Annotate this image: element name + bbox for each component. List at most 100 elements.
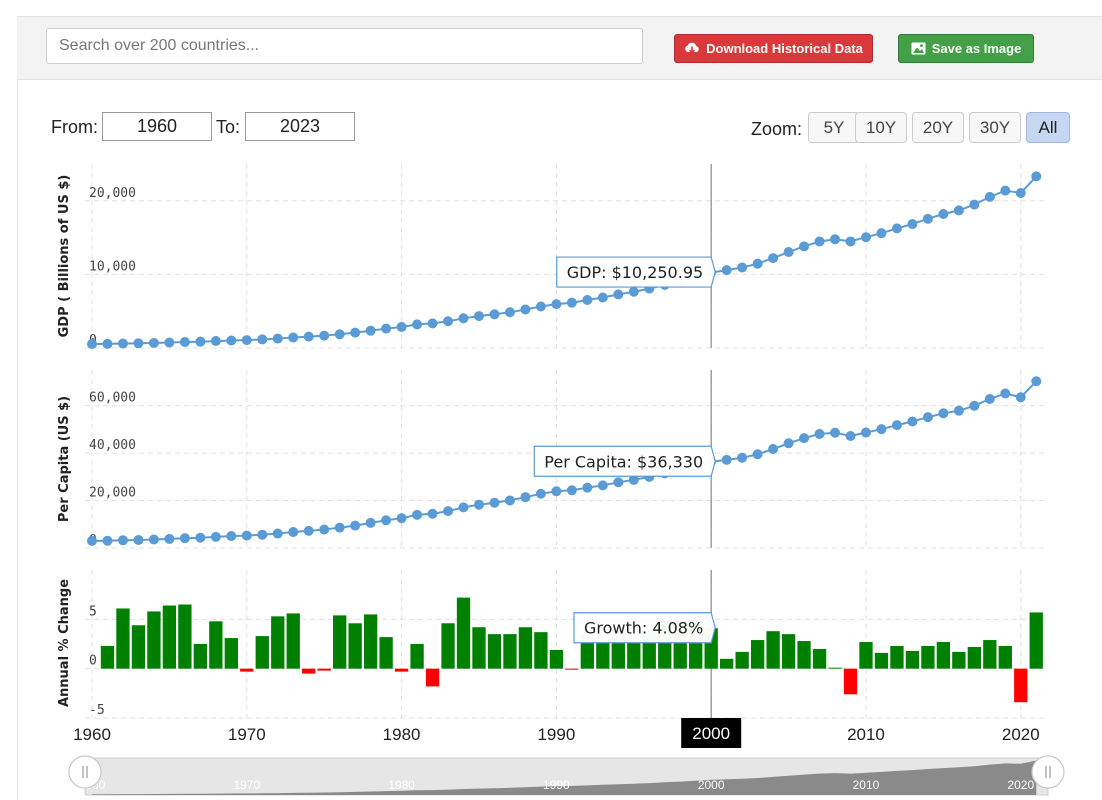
data-point — [133, 338, 144, 349]
data-point — [613, 477, 624, 488]
growth-bar — [116, 608, 130, 669]
growth-bar — [178, 604, 192, 669]
data-point — [334, 522, 345, 533]
growth-bar — [487, 634, 502, 669]
cloud-download-icon — [684, 42, 700, 55]
navigator-tick-label: 2010 — [853, 778, 880, 792]
growth-bar — [596, 641, 610, 669]
data-point — [102, 338, 113, 349]
data-point — [1031, 171, 1042, 182]
data-point — [458, 502, 469, 513]
y-tick-label: 0 — [89, 654, 97, 669]
chart-panel — [17, 79, 1102, 800]
growth-bar — [797, 641, 811, 669]
growth-bar — [472, 627, 486, 669]
from-label: From: — [51, 117, 98, 137]
growth-bar — [534, 632, 548, 669]
data-point — [272, 528, 283, 539]
zoom-10y-button[interactable]: 10Y — [855, 112, 907, 143]
to-year-input[interactable]: 2023 — [245, 112, 355, 141]
data-point — [845, 236, 856, 247]
y-axis-title: Annual % Change — [57, 579, 72, 707]
growth-bar — [781, 634, 796, 669]
data-point — [504, 307, 515, 318]
data-point — [365, 325, 376, 336]
data-point — [628, 474, 639, 485]
data-point — [87, 339, 97, 350]
data-point — [535, 488, 546, 499]
growth-bar — [100, 645, 115, 669]
zoom-20y-button[interactable]: 20Y — [912, 112, 964, 143]
data-point — [721, 454, 732, 465]
data-point — [783, 247, 794, 258]
data-point — [752, 258, 763, 269]
data-point — [566, 485, 577, 496]
zoom-all-button[interactable]: All — [1026, 112, 1070, 143]
download-historical-data-button[interactable]: Download Historical Data — [674, 34, 873, 63]
data-point — [381, 323, 392, 334]
tooltip-text: GDP: $10,250.95 — [567, 263, 703, 282]
data-point — [148, 534, 159, 545]
tooltip: Per Capita: $36,330 — [533, 445, 716, 477]
growth-bar — [549, 649, 564, 669]
navigator-tick-label: 2020 — [1007, 778, 1034, 792]
growth-bar — [425, 668, 440, 687]
data-point — [582, 295, 593, 306]
save-as-image-button[interactable]: Save as Image — [898, 34, 1034, 63]
data-point — [984, 191, 995, 202]
data-point — [907, 416, 918, 427]
data-point — [133, 534, 144, 545]
tooltip: GDP: $10,250.95 — [556, 256, 716, 288]
from-year-input[interactable]: 1960 — [102, 112, 212, 141]
growth-bar — [812, 648, 827, 669]
y-tick-label: 20,000 — [89, 486, 136, 501]
data-point — [597, 480, 608, 491]
data-point — [1031, 376, 1042, 387]
navigator-tick-label: 1970 — [233, 778, 260, 792]
data-point — [226, 335, 237, 346]
growth-bar — [565, 668, 579, 670]
data-point — [628, 286, 639, 297]
data-point — [860, 427, 871, 438]
image-icon — [911, 42, 926, 55]
tooltip-box — [556, 256, 716, 288]
search-input[interactable] — [46, 28, 643, 64]
x-tick-label: 1970 — [228, 725, 266, 744]
data-point — [458, 313, 469, 324]
data-point — [303, 525, 314, 536]
tooltip-box — [533, 445, 716, 477]
data-point — [891, 223, 902, 234]
tooltip: Growth: 4.08% — [573, 612, 716, 644]
navigator-left-handle[interactable] — [68, 755, 102, 789]
y-tick-label: 5 — [89, 604, 97, 619]
navigator-left-handle-knob[interactable] — [68, 755, 102, 789]
growth-bar — [936, 642, 951, 669]
growth-bar — [456, 597, 471, 669]
data-point — [953, 205, 964, 216]
tooltip-text: Growth: 4.08% — [584, 619, 703, 638]
data-point — [737, 262, 748, 273]
data-point — [799, 241, 810, 252]
data-point — [907, 219, 918, 230]
growth-bar — [983, 640, 997, 669]
data-point — [876, 424, 887, 435]
data-point — [427, 318, 438, 329]
data-point — [551, 486, 562, 497]
data-point — [87, 535, 97, 546]
chart-panel-3: -5 0 5 Annual % Change Growth: 4.08% — [57, 570, 1046, 719]
growth-bar — [193, 644, 208, 669]
data-point — [489, 309, 500, 320]
navigator-right-handle-knob[interactable] — [1031, 755, 1065, 789]
data-point — [179, 337, 190, 348]
growth-bar — [905, 650, 920, 669]
data-point — [396, 513, 407, 524]
zoom-5y-button[interactable]: 5Y — [808, 112, 860, 143]
navigator-right-handle[interactable] — [1031, 755, 1065, 789]
zoom-30y-button[interactable]: 30Y — [969, 112, 1021, 143]
data-point — [768, 444, 779, 455]
growth-bar — [859, 642, 873, 669]
data-point — [381, 515, 392, 526]
data-point — [489, 497, 500, 508]
data-point — [799, 433, 810, 444]
